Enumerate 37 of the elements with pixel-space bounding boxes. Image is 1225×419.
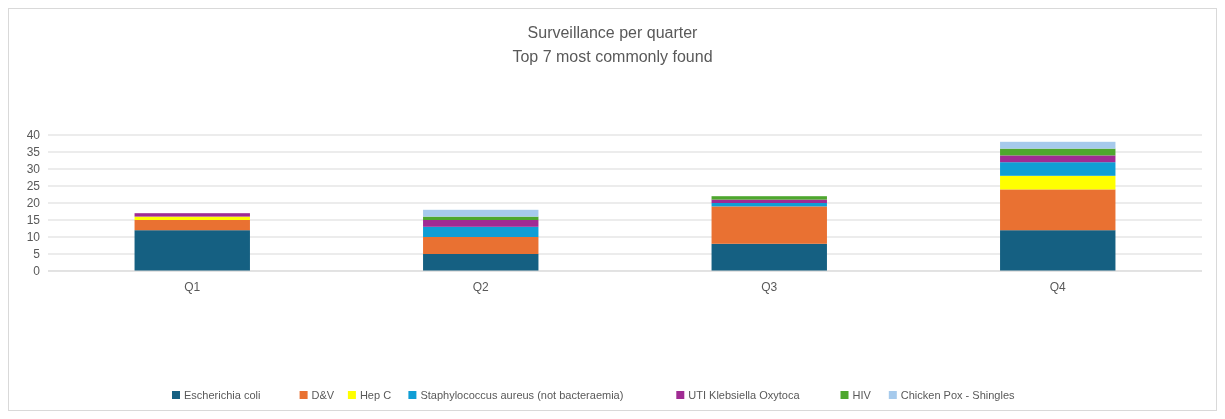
bar	[134, 230, 250, 271]
y-tick-label: 0	[33, 264, 41, 279]
legend-label: Escherichia coli	[184, 389, 261, 401]
bar	[711, 243, 827, 271]
legend-label: Staphylococcus aureus (not bacteraemia)	[420, 389, 624, 401]
y-tick-label: 15	[26, 213, 41, 228]
x-tick-label: Q2	[472, 280, 490, 294]
chart-title: Surveillance per quarter	[527, 24, 699, 41]
bar	[1000, 162, 1116, 176]
bar	[1000, 155, 1116, 163]
bar	[423, 254, 539, 271]
bar	[1000, 141, 1116, 149]
legend-label: Chicken Pox - Shingles	[900, 389, 1016, 401]
bar	[423, 209, 539, 217]
y-tick-label: 30	[26, 162, 41, 177]
y-tick-label: 5	[33, 247, 41, 262]
y-tick-label: 35	[26, 145, 41, 160]
x-tick-label: Q1	[184, 280, 201, 294]
x-tick-label: Q4	[1049, 280, 1067, 294]
bar	[1000, 175, 1116, 190]
bar	[1000, 189, 1116, 231]
bar	[134, 220, 250, 231]
y-tick-label: 10	[26, 230, 41, 245]
legend-label: HIV	[852, 389, 872, 401]
bar	[423, 220, 539, 227]
legend-label: D&V	[311, 389, 335, 401]
x-tick-label: Q3	[761, 280, 778, 294]
bar	[1000, 230, 1116, 271]
bar	[423, 237, 539, 254]
chart-subtitle: Top 7 most commonly found	[512, 48, 713, 65]
y-tick-label: 25	[26, 179, 41, 194]
bar	[711, 206, 827, 244]
bar	[423, 226, 539, 237]
y-tick-label: 40	[26, 128, 41, 143]
legend-label: Hep C	[359, 389, 392, 401]
y-tick-label: 20	[26, 196, 41, 211]
legend-label: UTI Klebsiella Oxytoca	[688, 389, 801, 401]
